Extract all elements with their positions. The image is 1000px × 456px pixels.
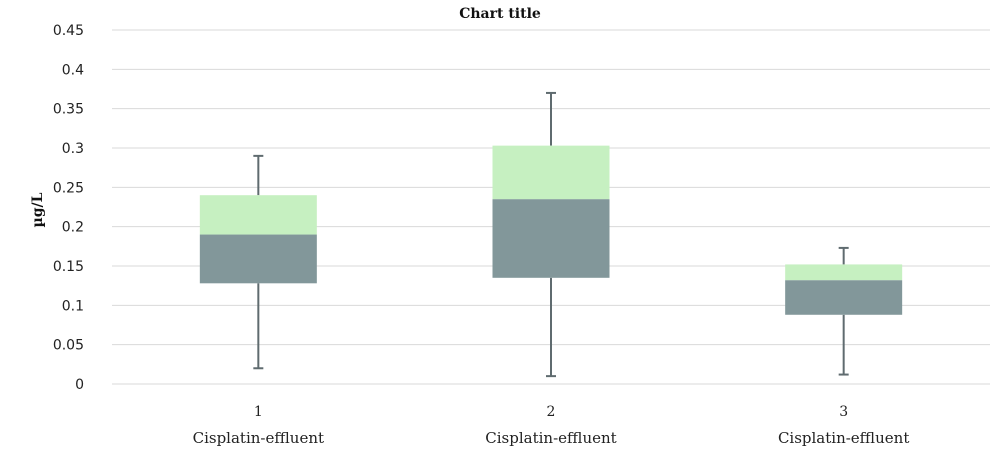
category-number: 3: [839, 404, 848, 420]
chart-title: Chart title: [459, 6, 541, 22]
lower-box: [785, 280, 903, 315]
y-axis-label: µg/L: [30, 192, 46, 227]
box-3: [785, 246, 903, 376]
box-1: [199, 154, 317, 370]
boxes: [199, 91, 903, 378]
y-tick-label: 0.3: [62, 141, 84, 157]
y-tick-label: 0.4: [62, 62, 84, 78]
category-labels: 1 Cisplatin-effluent 2 Cisplatin-effluent 3 C…: [193, 404, 910, 447]
y-tick-label: 0.1: [62, 298, 84, 314]
y-tick-label: 0.2: [62, 220, 84, 236]
upper-box: [199, 195, 317, 235]
y-tick-label: 0: [75, 377, 84, 393]
lower-box: [492, 199, 610, 278]
category-name: Cisplatin-effluent: [193, 429, 324, 447]
lower-box: [199, 234, 317, 284]
y-tick-label: 0.45: [53, 23, 84, 39]
y-tick-label: 0.35: [53, 102, 84, 118]
category-number: 2: [547, 404, 556, 420]
upper-box: [785, 264, 903, 281]
category-name: Cisplatin-effluent: [778, 429, 909, 447]
y-tick-label: 0.25: [53, 180, 84, 196]
y-tick-label: 0.05: [53, 338, 84, 354]
category-number: 1: [254, 404, 263, 420]
y-tick-labels: 0 0.05 0.1 0.15 0.2 0.25 0.3 0.35 0.4 0.45: [53, 23, 84, 393]
category-name: Cisplatin-effluent: [485, 429, 616, 447]
y-tick-label: 0.15: [53, 259, 84, 275]
box-2: [492, 91, 610, 378]
upper-box: [492, 145, 610, 200]
